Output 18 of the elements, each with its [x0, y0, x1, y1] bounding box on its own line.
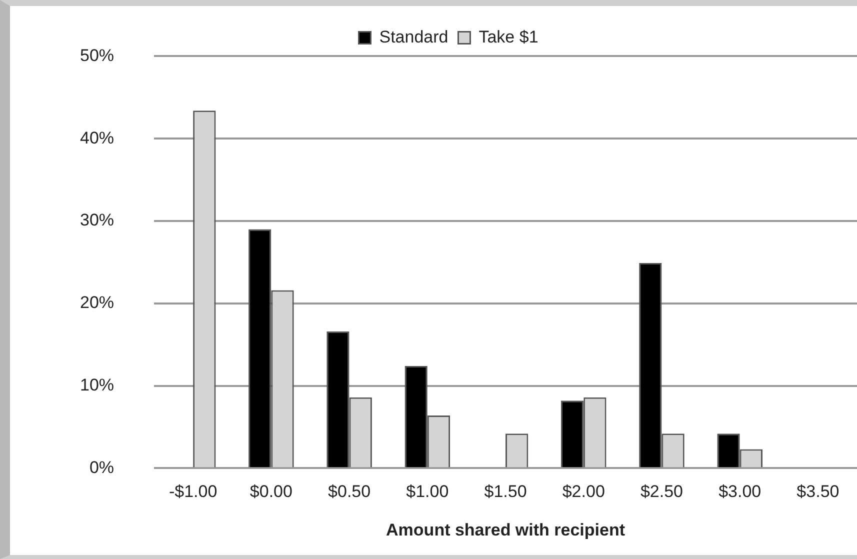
y-tick-label: 10%	[80, 375, 114, 394]
legend-label: Take $1	[478, 27, 538, 46]
x-tick-label: $1.50	[484, 482, 527, 502]
y-tick-label: 30%	[80, 210, 114, 230]
x-tick-label: $2.50	[640, 482, 684, 502]
x-tick-label: $2.00	[562, 482, 605, 502]
x-tick-label: -$1.00	[168, 482, 218, 502]
y-tick-label: 40%	[80, 128, 114, 148]
x-tick-label: $0.50	[328, 482, 371, 502]
x-axis-title: Amount shared with recipient	[386, 520, 626, 540]
x-tick-label: $3.00	[718, 482, 762, 502]
y-tick-label: 20%	[80, 293, 114, 312]
y-tick-label: 50%	[80, 46, 114, 65]
y-tick-label: 0%	[89, 458, 114, 477]
x-tick-label: $1.00	[406, 482, 449, 502]
x-tick-label: $0.00	[250, 482, 292, 502]
x-tick-label: $3.50	[796, 482, 840, 502]
legend-label: Standard	[379, 27, 448, 46]
